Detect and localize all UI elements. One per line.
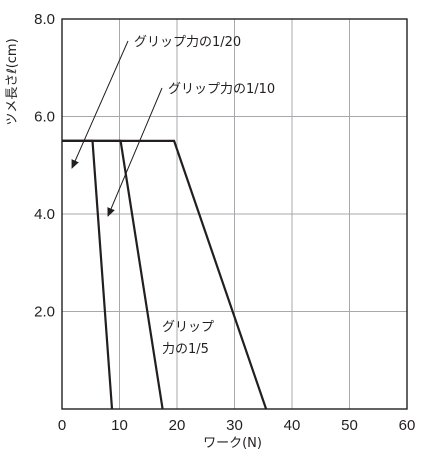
y-tick-label-8.0: 8.0 bbox=[34, 11, 55, 28]
annotations: グリップ力の1/20 グリップ力の1/10 グリップ 力の1/5 bbox=[71, 35, 275, 357]
x-tick-label-10: 10 bbox=[111, 417, 128, 434]
y-tick-label-4.0: 4.0 bbox=[34, 206, 55, 223]
annotation-arrow-1-10 bbox=[107, 87, 163, 217]
series-line-2 bbox=[62, 139, 164, 410]
x-tick-label-20: 20 bbox=[169, 417, 186, 434]
x-tick-label-60: 60 bbox=[399, 417, 416, 434]
x-tick-labels: 0 10 20 30 40 50 60 bbox=[58, 417, 416, 434]
plot-frame bbox=[61, 18, 408, 410]
annotation-grip-1-10: グリップ力の1/10 bbox=[168, 82, 275, 97]
annotation-grip-1-5-line2: 力の1/5 bbox=[162, 342, 209, 357]
x-axis-label: ワーク(N) bbox=[203, 436, 262, 450]
y-tick-label-2.0: 2.0 bbox=[34, 304, 55, 321]
y-tick-labels: 2.0 4.0 6.0 8.0 bbox=[34, 11, 55, 321]
x-tick-label-30: 30 bbox=[226, 417, 243, 434]
x-tick-label-0: 0 bbox=[58, 417, 66, 434]
y-tick-label-6.0: 6.0 bbox=[34, 109, 55, 126]
x-tick-label-50: 50 bbox=[341, 417, 358, 434]
series-line-1 bbox=[62, 139, 114, 410]
series-line-3 bbox=[62, 139, 268, 410]
y-axis-label: ツメ長さℓ(cm) bbox=[5, 38, 20, 125]
x-tick-label-40: 40 bbox=[284, 417, 301, 434]
annotation-grip-1-20: グリップ力の1/20 bbox=[134, 35, 241, 50]
grid bbox=[62, 19, 407, 409]
annotation-grip-1-5-line1: グリップ bbox=[162, 320, 214, 335]
series-layer bbox=[62, 139, 268, 410]
annotation-arrow-1-20 bbox=[71, 40, 129, 169]
